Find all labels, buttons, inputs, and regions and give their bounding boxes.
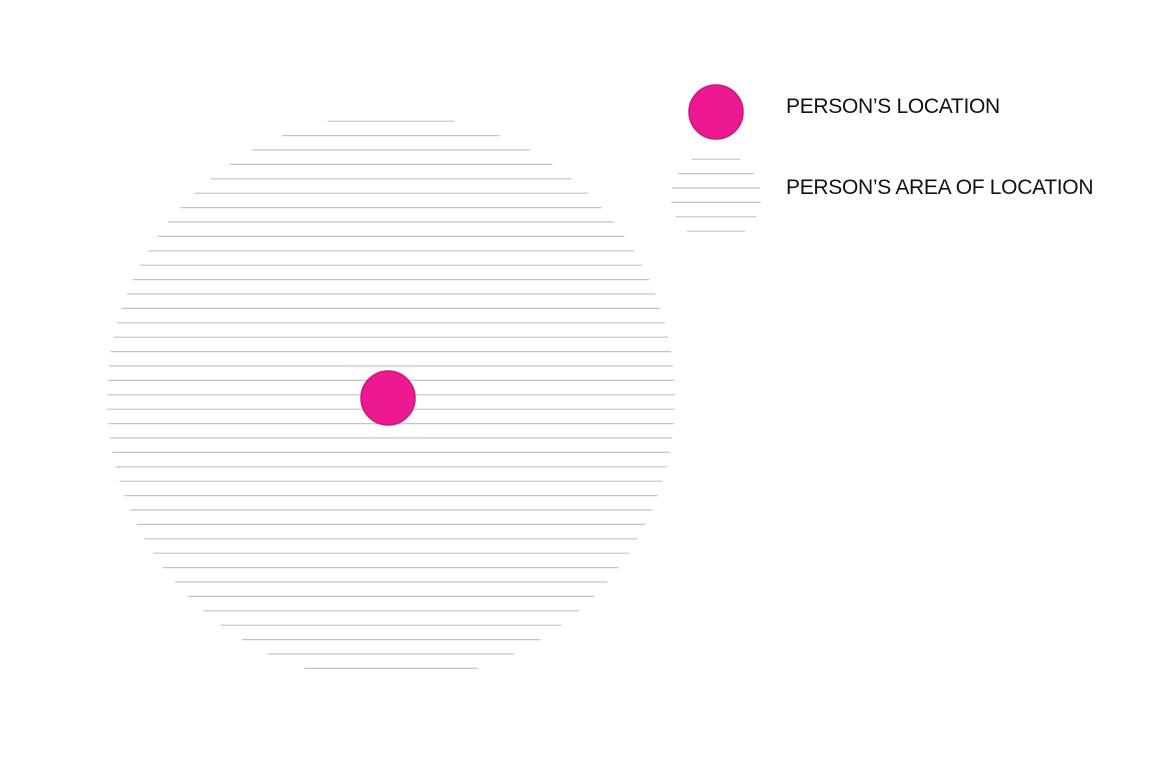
legend-location-label: PERSON’S LOCATION bbox=[786, 95, 1000, 118]
legend-location-icon bbox=[688, 84, 744, 140]
person-location-dot bbox=[360, 370, 416, 426]
area-of-location-circle bbox=[107, 120, 675, 670]
legend-area-label: PERSON’S AREA OF LOCATION bbox=[786, 176, 1094, 199]
legend-area-icon bbox=[671, 158, 761, 232]
